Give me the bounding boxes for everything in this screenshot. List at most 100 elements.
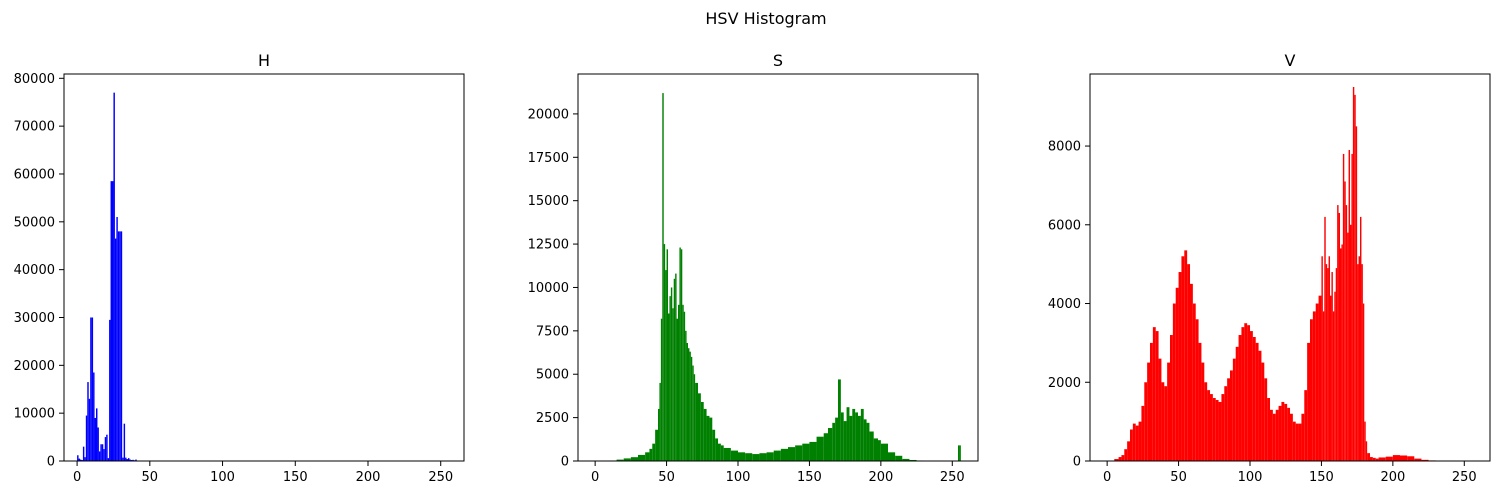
histogram-bar [116,217,118,461]
histogram-bar [84,457,86,461]
histogram-bar [1184,250,1188,461]
histogram-bar [125,457,127,461]
y-tick-label: 10000 [528,281,569,296]
histogram-bar [1365,441,1368,461]
histogram-bar [909,459,917,461]
histogram-bar [658,408,660,461]
histogram-bar [1327,268,1329,461]
y-tick-label: 80000 [14,72,55,87]
histogram-bar [1264,378,1268,461]
histogram-bar [128,458,130,461]
y-tick-label: 0 [47,455,55,470]
histogram-bar [1161,382,1165,461]
histogram-bar [1255,342,1259,461]
histogram-bar [1147,362,1150,461]
histogram-bar [666,249,668,461]
histogram-bar [1392,455,1400,461]
histogram-bar [662,93,664,461]
histogram-bar [693,374,696,461]
histogram-bar [1421,459,1429,461]
histogram-bar [1232,358,1236,461]
histogram-bar [720,445,724,461]
x-tick-label: 250 [1452,470,1477,485]
x-tick-label: 100 [210,470,235,485]
histogram-bar [117,231,120,461]
histogram-bar [1370,457,1373,461]
histogram-bar [1414,458,1422,461]
histogram-bar [852,408,856,461]
histogram-bar [703,408,707,461]
histogram-bar [1198,342,1202,461]
histogram-bar [1318,295,1322,461]
histogram-bar [1357,264,1359,461]
histogram-bar [673,278,676,461]
histogram-bar [123,423,126,461]
histogram-bar [1375,458,1379,461]
histogram-bar [1351,153,1353,462]
histogram-bar [1261,362,1265,461]
histogram-bar [855,412,858,461]
x-tick-label: 200 [868,470,893,485]
bars-s [602,93,961,461]
histogram-bar [679,247,681,461]
histogram-bar [1230,370,1233,461]
histogram-bar [1367,453,1370,461]
histogram-bar [1170,335,1173,461]
x-tick-label: 0 [591,470,599,485]
histogram-bar [1304,390,1308,461]
histogram-bar [1350,224,1352,461]
histogram-bar [1301,413,1305,461]
histogram-bar [1275,409,1279,461]
axes-frame [1089,73,1491,462]
histogram-bar [1310,319,1313,461]
histogram-bar [1361,264,1363,461]
histogram-bar [1272,413,1276,461]
histogram-bar [1321,256,1323,461]
y-tick-label: 20000 [528,107,569,122]
histogram-bar [101,444,104,461]
histogram-bar [663,244,666,461]
histogram-bar [135,459,137,461]
histogram-bar [1164,386,1168,461]
histogram-bar [685,330,687,461]
histogram-bar [809,441,817,461]
x-tick-label: 150 [797,470,822,485]
histogram-bar [78,458,80,461]
histogram-bar [85,415,88,461]
histogram-bar [958,445,960,461]
figure-suptitle: HSV Histogram [705,9,826,28]
histogram-bar [649,448,653,461]
histogram-bar [1258,350,1262,461]
histogram-bar [1130,429,1133,461]
histogram-bar [109,319,111,461]
y-tick-label: 2000 [1048,376,1081,391]
histogram-bar [1138,421,1142,461]
histogram-bar [698,393,701,461]
histogram-bar [1360,216,1362,461]
histogram-bar [1212,398,1216,461]
x-tick-label: 50 [658,470,675,485]
histogram-bar [712,429,716,461]
histogram-bar [1167,362,1170,461]
histogram-bar [1307,342,1310,461]
histogram-bar [1210,394,1213,461]
histogram-bar [745,453,753,461]
histogram-bar [1235,346,1239,461]
histogram-bar [113,92,115,461]
histogram-bar [715,438,718,461]
histogram-bar [1241,327,1245,461]
histogram-bar [695,382,698,461]
histogram-bar [843,421,847,461]
histogram-bar [680,249,683,461]
histogram-bar [858,415,861,461]
histogram-bar [1342,153,1345,462]
histogram-bar [80,459,82,461]
histogram-bar [895,455,903,461]
histogram-bar [878,440,881,461]
histogram-bar [77,455,79,461]
histogram-bar [1290,413,1293,461]
histogram-bar [846,407,850,461]
x-tick-label: 100 [726,470,751,485]
histogram-bar [678,304,680,461]
histogram-bar [103,449,105,461]
